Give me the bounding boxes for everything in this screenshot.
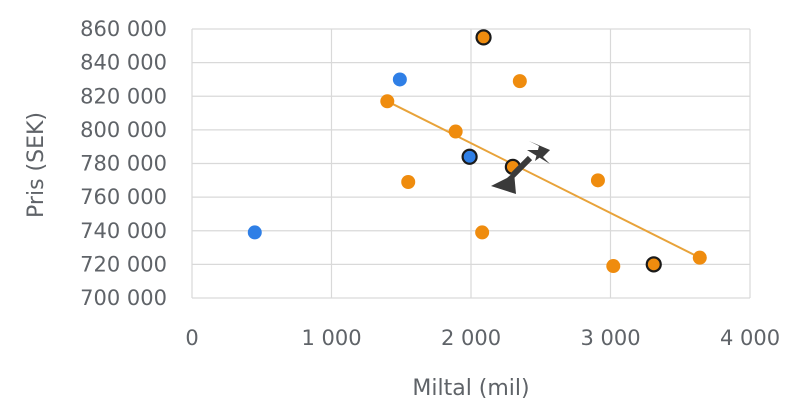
y-axis-title: Pris (SEK) (24, 112, 49, 218)
trendline-layer (386, 100, 701, 259)
x-tick-label: 0 (185, 326, 198, 350)
x-axis-title: Miltal (mil) (412, 376, 529, 401)
y-tick-label: 840 000 (80, 51, 167, 75)
data-point (475, 29, 492, 46)
y-tick-label: 820 000 (80, 84, 167, 108)
y-tick-label: 780 000 (80, 152, 167, 176)
data-point (590, 173, 605, 188)
data-point (401, 174, 416, 189)
data-point (692, 250, 707, 265)
data-point (645, 256, 662, 273)
resize-cursor-icon (491, 141, 550, 194)
y-tick-labels: 700 000 720 000 740 000 760 000 780 000 800 0… (80, 17, 167, 310)
x-tick-label: 3 000 (580, 326, 640, 350)
x-tick-label: 1 000 (301, 326, 361, 350)
y-tick-label: 720 000 (80, 252, 167, 276)
data-point (247, 225, 262, 240)
data-point (512, 74, 527, 89)
data-point (392, 72, 407, 87)
x-tick-labels: 0 1 000 2 000 3 000 4 000 (185, 326, 780, 350)
data-point (475, 225, 490, 240)
data-point (461, 148, 478, 165)
y-tick-label: 740 000 (80, 219, 167, 243)
x-tick-label: 4 000 (720, 326, 780, 350)
y-tick-label: 860 000 (80, 17, 167, 41)
trendline (386, 100, 701, 259)
y-tick-label: 700 000 (80, 286, 167, 310)
y-tick-label: 760 000 (80, 185, 167, 209)
x-tick-label: 2 000 (441, 326, 501, 350)
data-point (380, 94, 395, 109)
data-points (247, 29, 707, 274)
data-point (448, 124, 463, 139)
data-point (606, 259, 621, 274)
y-tick-label: 800 000 (80, 118, 167, 142)
